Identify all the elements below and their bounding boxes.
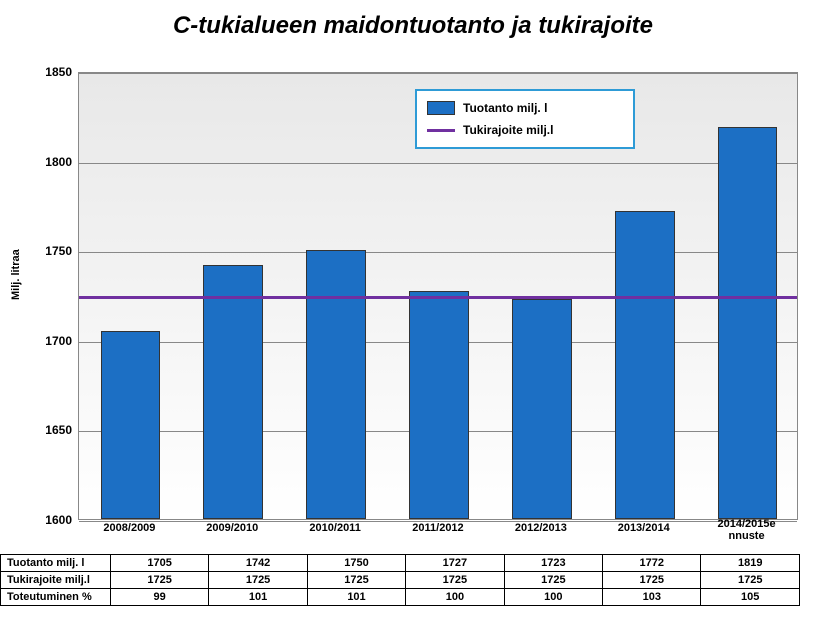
table-cell: 100 [406,589,504,606]
bar [101,331,161,519]
x-tick-label: 2008/2009 [78,522,181,534]
legend-item: Tukirajoite milj.l [427,119,623,141]
data-table-body: Tuotanto milj. l170517421750172717231772… [1,555,800,606]
y-tick-label: 1650 [36,423,72,437]
table-cell: 1742 [209,555,307,572]
x-tick-label: 2012/2013 [489,522,592,534]
y-tick-label: 1850 [36,65,72,79]
table-row-header: Tuotanto milj. l [1,555,111,572]
table-cell: 1750 [307,555,405,572]
table-cell: 1727 [406,555,504,572]
table-cell: 1725 [406,572,504,589]
y-tick-label: 1800 [36,155,72,169]
x-tick-label: 2010/2011 [284,522,387,534]
legend-label: Tuotanto milj. l [463,101,547,115]
legend-swatch-line [427,129,455,132]
y-tick-label: 1750 [36,244,72,258]
bar [409,291,469,519]
table-cell: 101 [307,589,405,606]
table-cell: 1819 [701,555,800,572]
table-cell: 1725 [504,572,602,589]
chart-title: C-tukialueen maidontuotanto ja tukirajoi… [0,0,826,40]
y-ticks: 160016501700175018001850 [40,72,76,520]
legend: Tuotanto milj. l Tukirajoite milj.l [415,89,635,149]
y-tick-label: 1600 [36,513,72,527]
table-cell: 1725 [209,572,307,589]
bar [306,250,366,519]
bar [512,299,572,519]
table-cell: 101 [209,589,307,606]
x-tick-label: 2009/2010 [181,522,284,534]
y-tick-label: 1700 [36,334,72,348]
x-tick-label: 2013/2014 [592,522,695,534]
plot-area: Tuotanto milj. l Tukirajoite milj.l [78,72,798,520]
data-table: Tuotanto milj. l170517421750172717231772… [0,554,800,606]
y-axis-label: Milj. litraa [10,249,22,300]
table-row: Toteutuminen %99101101100100103105 [1,589,800,606]
reference-line [79,296,797,299]
table-cell: 1772 [603,555,701,572]
table-cell: 105 [701,589,800,606]
table-cell: 1725 [701,572,800,589]
x-tick-label: 2014/2015ennuste [695,518,798,542]
table-cell: 1705 [110,555,208,572]
bar [615,211,675,519]
table-row: Tuotanto milj. l170517421750172717231772… [1,555,800,572]
bar [203,265,263,519]
legend-label: Tukirajoite milj.l [463,123,553,137]
table-cell: 99 [110,589,208,606]
x-labels: 2008/20092009/20102010/20112011/20122012… [78,522,798,550]
table-cell: 1725 [307,572,405,589]
table-row-header: Tukirajoite milj.l [1,572,111,589]
table-cell: 103 [603,589,701,606]
table-cell: 1725 [603,572,701,589]
legend-item: Tuotanto milj. l [427,97,623,119]
x-tick-label: 2011/2012 [387,522,490,534]
table-cell: 100 [504,589,602,606]
chart-container: C-tukialueen maidontuotanto ja tukirajoi… [0,0,826,632]
bar [718,127,778,519]
table-cell: 1723 [504,555,602,572]
legend-swatch-bar [427,101,455,115]
table-row-header: Toteutuminen % [1,589,111,606]
table-row: Tukirajoite milj.l1725172517251725172517… [1,572,800,589]
table-cell: 1725 [110,572,208,589]
